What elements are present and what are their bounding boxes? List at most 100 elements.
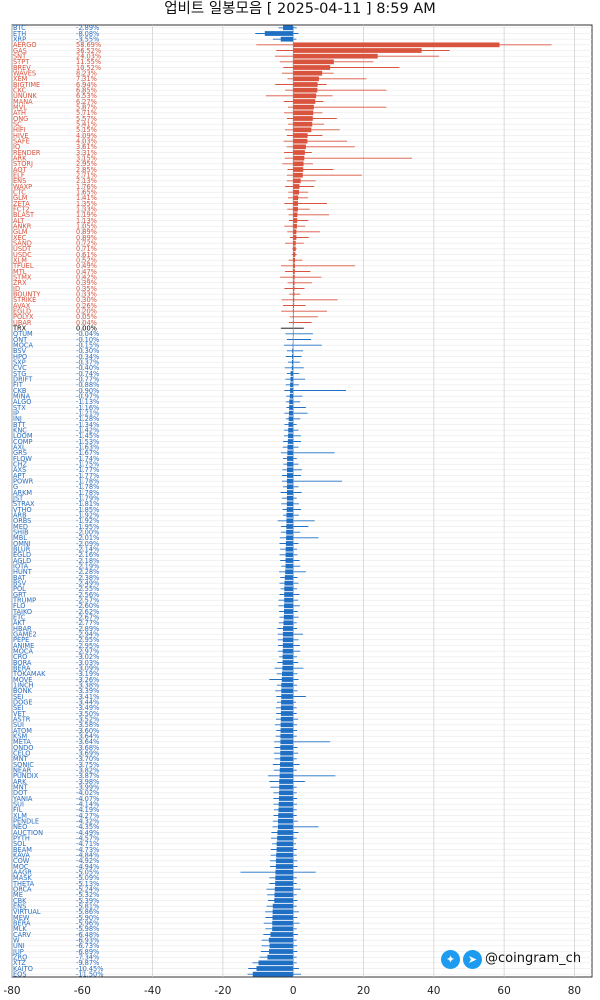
x-tick-label: 80 [568, 985, 581, 997]
coin-name-label: BAT [13, 574, 27, 582]
coin-name-label: HBAR [13, 625, 32, 633]
x-tick-label: 40 [427, 985, 440, 997]
change-value-label: -4.35% [76, 823, 99, 831]
coin-name-label: MNT [13, 783, 29, 791]
coin-name-label: IQ [13, 143, 20, 151]
coin-name-label: ARK [13, 154, 27, 162]
coin-name-label: MINA [13, 392, 31, 400]
x-tick-label: -40 [144, 985, 161, 997]
coin-name-label: JST [12, 494, 24, 502]
change-value-label: 0.42% [76, 273, 97, 281]
coin-name-label: AVAX [13, 302, 31, 310]
value-bar [285, 569, 294, 575]
value-bar [280, 705, 294, 711]
change-value-label: -3.09% [76, 664, 99, 672]
coin-name-label: MASK [13, 874, 32, 882]
value-bar [279, 779, 294, 784]
change-value-label: -4.73% [76, 846, 99, 854]
change-value-label: -1.63% [76, 443, 99, 451]
change-value-label: -2.60% [76, 602, 99, 610]
coin-name-label: KNC [13, 426, 27, 434]
value-bar [284, 580, 294, 586]
coin-name-label: ETC [13, 613, 26, 621]
value-bar [288, 416, 294, 422]
coin-name-label: NEAR [13, 766, 32, 774]
coin-name-label: XLM [13, 812, 27, 820]
coin-name-label: QTUM [13, 330, 33, 338]
coin-name-label: BOUNTY [13, 290, 41, 298]
change-value-label: -3.64% [76, 732, 99, 740]
coin-name-label: MOCA [13, 647, 33, 655]
value-bar [288, 410, 294, 416]
coin-name-label: STX [13, 404, 26, 412]
chart-title: 업비트 일봉모음 [ 2025-04-11 ] 8:59 AM [164, 1, 436, 17]
change-value-label: -2.28% [76, 568, 99, 576]
coin-name-label: ANIME [13, 642, 34, 650]
value-bar [275, 858, 294, 864]
change-value-label: -0.90% [76, 387, 99, 395]
change-value-label: -4.32% [76, 817, 99, 825]
change-value-label: -3.39% [76, 687, 99, 695]
coin-name-label: G [13, 483, 18, 491]
value-bar [293, 201, 298, 206]
coin-name-label: PENDLE [13, 817, 39, 825]
coin-name-label: PUNDIX [13, 772, 39, 780]
coin-name-label: USDC [13, 251, 32, 259]
coin-name-label: AERGO [13, 41, 37, 49]
coin-name-label: CELO [13, 749, 30, 757]
coin-name-label: ARK [13, 778, 27, 786]
change-value-label: 1.76% [76, 183, 97, 191]
value-bar [280, 739, 294, 745]
x-tick-label: -20 [214, 985, 231, 997]
value-bar [293, 235, 297, 240]
value-bar [293, 252, 296, 257]
change-value-label: -2.95% [76, 642, 99, 650]
value-bar [293, 59, 334, 65]
value-bar [268, 949, 294, 954]
value-bar [293, 246, 296, 252]
coin-name-label: COMP [13, 438, 32, 446]
change-value-label: 6.94% [76, 81, 97, 89]
change-value-label: 11.55% [76, 58, 101, 66]
coin-name-label: HIFI [13, 126, 26, 134]
value-bar [293, 291, 295, 297]
value-bar [286, 529, 294, 535]
change-value-label: -3.02% [76, 653, 99, 661]
coin-name-label: MVL [13, 103, 27, 111]
value-bar [280, 733, 294, 739]
change-value-label: -3.41% [76, 693, 99, 701]
change-value-label: -1.78% [76, 489, 99, 497]
change-value-label: -1.34% [76, 421, 99, 429]
change-value-label: -7.34% [76, 953, 99, 961]
coin-name-label: ID [13, 285, 20, 293]
change-value-label: 0.20% [76, 307, 97, 315]
coin-name-label: XRP [13, 35, 26, 43]
coin-name-label: MOVE [13, 676, 32, 684]
change-value-label: 4.09% [76, 132, 97, 140]
change-value-label: 1.05% [76, 222, 97, 230]
change-value-label: -3.26% [76, 676, 99, 684]
coin-name-label: UNI [13, 942, 25, 950]
change-value-label: 0.49% [76, 262, 97, 270]
value-bar [277, 824, 294, 830]
change-value-label: 1.41% [76, 194, 97, 202]
value-bar [285, 546, 294, 552]
change-value-label: -2.94% [76, 630, 99, 638]
social-handle: @coingram_ch [485, 951, 582, 966]
change-value-label: -2.16% [76, 551, 99, 559]
change-value-label: -0.40% [76, 364, 99, 372]
value-bar [286, 507, 294, 512]
value-bar [286, 495, 294, 501]
value-bar [281, 694, 294, 699]
coin-name-label: GRS [13, 449, 27, 457]
change-value-label: -3.87% [76, 772, 99, 780]
value-bar [284, 603, 294, 609]
value-bar [293, 308, 294, 314]
coin-name-label: PEPE [13, 636, 29, 644]
value-bar [291, 365, 294, 371]
value-bar [282, 654, 294, 660]
coin-name-label: ONT [13, 336, 28, 344]
coin-name-label: LOOM [13, 432, 33, 440]
value-bar [286, 473, 294, 478]
change-value-label: -5.13% [76, 880, 99, 888]
